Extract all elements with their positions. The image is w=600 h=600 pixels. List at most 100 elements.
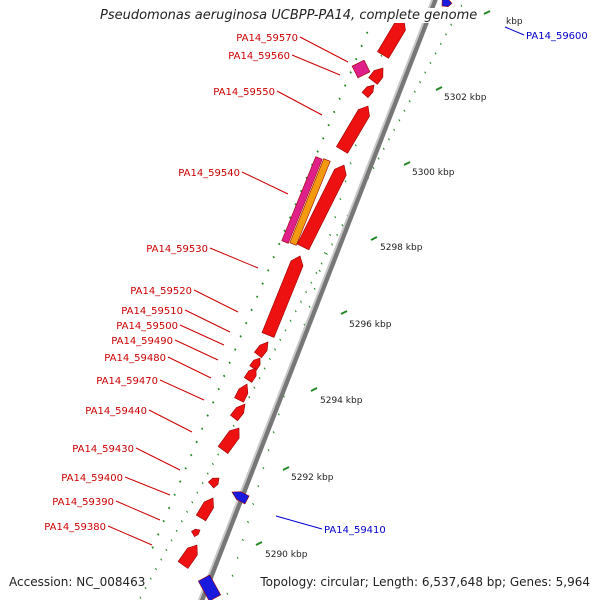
minor-tick [444,33,447,36]
gene-PA14_59440[interactable] [217,427,240,454]
minor-tick [139,596,142,599]
minor-tick [262,467,265,470]
gene-PA14_59560-pink[interactable] [351,59,371,79]
gene-label[interactable]: PA14_59390 [52,497,114,508]
leader-line [179,324,225,346]
minor-tick [372,166,375,170]
gene-PA14_59480[interactable] [234,383,249,403]
tick-label: 5300 kbp [412,168,455,178]
leader-line [167,356,212,379]
gene-label[interactable]: PA14_59470 [96,376,158,387]
minor-tick [191,501,194,504]
minor-tick [354,57,358,61]
minor-tick [195,440,198,444]
gene-PA14_59520[interactable] [254,341,269,359]
minor-tick [217,387,220,391]
major-tick [282,466,290,471]
tick-label: 5298 kbp [380,243,423,253]
gene-PA14_59540[interactable] [296,164,347,251]
minor-tick [211,462,214,466]
gene-label[interactable]: PA14_59430 [72,444,134,455]
gene-PA14_59540-pink[interactable] [281,156,323,244]
gene-layer [177,0,453,600]
minor-tick [365,31,369,35]
gene-label[interactable]: PA14_59440 [85,406,147,417]
minor-tick [228,361,231,365]
leader-line [504,26,525,36]
gene-PA14_59560b[interactable] [361,84,375,99]
minor-tick [226,592,229,595]
leader-line [193,289,239,313]
minor-tick [156,533,160,536]
minor-tick [201,481,204,485]
gene-PA14_59470[interactable] [230,403,246,422]
minor-tick [178,480,182,483]
gene-PA14_59430[interactable] [207,477,220,489]
gene-label[interactable]: PA14_59530 [146,244,208,255]
minor-tick [250,308,253,312]
gene-label[interactable]: PA14_59410 [324,525,386,536]
minor-tick [377,157,380,160]
minor-tick [349,162,352,165]
gene-PA14_59570[interactable] [377,19,406,59]
gene-PA14_59540-orange[interactable] [289,158,331,246]
leader-line [115,500,161,521]
minor-tick [261,282,264,285]
minor-tick [283,229,286,233]
gene-label[interactable]: PA14_59570 [236,33,298,44]
gene-label[interactable]: PA14_59510 [121,306,183,317]
minor-tick [320,262,323,265]
minor-tick [338,97,341,101]
minor-tick [206,414,209,417]
minor-tick [277,242,281,246]
gene-label[interactable]: PA14_59540 [178,168,240,179]
minor-tick [236,556,239,559]
minor-tick [288,216,292,219]
gene-PA14_59530[interactable] [261,255,304,338]
gene-label[interactable]: PA14_59400 [61,473,123,484]
minor-tick [450,23,453,26]
gene-PA14_59600[interactable] [441,0,453,8]
leader-line [299,36,349,63]
gene-label[interactable]: PA14_59500 [116,321,178,332]
minor-tick [165,548,168,552]
minor-tick [279,338,282,342]
leader-line [159,379,205,401]
leader-line [135,447,181,471]
gene-PA14_59510[interactable] [249,357,261,371]
gene-label[interactable]: PA14_59480 [104,353,166,364]
minor-tick [341,224,344,227]
minor-tick [266,269,270,272]
gene-PA14_59390[interactable] [191,528,201,538]
minor-tick [206,472,209,475]
minor-tick [408,100,411,103]
leader-line [107,525,153,546]
minor-tick [303,323,306,326]
gene-label[interactable]: PA14_59550 [213,87,275,98]
minor-tick [460,4,463,7]
gene-blue-bottom[interactable] [197,574,222,600]
gene-label[interactable]: PA14_59380 [44,522,106,533]
minor-tick [272,255,275,259]
gene-PA14_59380[interactable] [177,544,198,569]
minor-tick [180,520,183,523]
minor-tick [167,506,171,510]
minor-tick [336,233,339,236]
gene-label[interactable]: PA14_59520 [130,286,192,297]
minor-tick [313,287,316,290]
minor-tick [184,467,187,470]
minor-tick [186,510,189,513]
gene-PA14_59410[interactable] [231,491,250,505]
leader-line [184,309,231,333]
minor-tick [173,493,176,497]
gene-label[interactable]: PA14_59490 [111,336,173,347]
gene-PA14_59400[interactable] [195,497,214,522]
gene-label[interactable]: PA14_59600 [526,31,588,42]
minor-tick [263,367,266,370]
gene-PA14_59560[interactable] [368,67,384,85]
minor-tick [382,147,385,151]
gene-PA14_59490[interactable] [243,367,257,383]
gene-PA14_59550[interactable] [335,105,370,154]
minor-tick [154,567,157,571]
gene-label[interactable]: PA14_59560 [228,51,290,62]
